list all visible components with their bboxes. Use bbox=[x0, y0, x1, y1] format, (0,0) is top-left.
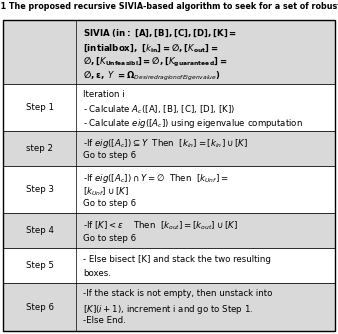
Text: Go to step 6: Go to step 6 bbox=[83, 234, 136, 243]
Bar bbox=[3, 131, 335, 166]
Bar bbox=[3, 84, 335, 131]
Text: $\bf{[}$$\it{\bf{intialbox}}$$\bf{],}$ $\bf{[}$$\bf{\it{k}}_{in}$$\bf{] = \varno: $\bf{[}$$\it{\bf{intialbox}}$$\bf{],}$ $… bbox=[83, 42, 219, 54]
Text: $[K](i + 1)$, increment i and go to Step 1.: $[K](i + 1)$, increment i and go to Step… bbox=[83, 303, 253, 316]
Text: Step 3: Step 3 bbox=[26, 185, 54, 194]
Text: -Else End.: -Else End. bbox=[83, 317, 126, 325]
Text: - Calculate $A_c$([A], [B], [C], [D], [K]): - Calculate $A_c$([A], [B], [C], [D], [K… bbox=[83, 104, 235, 116]
Text: -If the stack is not empty, then unstack into: -If the stack is not empty, then unstack… bbox=[83, 290, 272, 299]
Text: step 2: step 2 bbox=[26, 144, 53, 153]
Text: -If $[K] < \epsilon$    Then  $[k_{out}] = [k_{out}] \cup [K]$: -If $[K] < \epsilon$ Then $[k_{out}] = [… bbox=[83, 220, 238, 232]
Text: Go to step 6: Go to step 6 bbox=[83, 151, 136, 160]
Text: Step 5: Step 5 bbox=[26, 262, 54, 270]
Text: Iteration i: Iteration i bbox=[83, 90, 124, 99]
Text: $\bf{\varnothing, \epsilon,}$ $\bf{\it{Y}}$ $\bf{= \Omega}$$_{\bf{\it{Desiredrag: $\bf{\varnothing, \epsilon,}$ $\bf{\it{Y… bbox=[83, 70, 221, 84]
Text: $\bf{SIVIA}$ $\bf{(in:}$ $\bf{[A], [B], [C], [D], [K]=}$: $\bf{SIVIA}$ $\bf{(in:}$ $\bf{[A], [B], … bbox=[83, 28, 237, 39]
Text: boxes.: boxes. bbox=[83, 269, 111, 278]
Text: Step 4: Step 4 bbox=[26, 226, 54, 235]
Bar bbox=[3, 166, 335, 213]
Text: Step 1: Step 1 bbox=[26, 103, 54, 112]
Text: Go to step 6: Go to step 6 bbox=[83, 199, 136, 208]
Bar bbox=[3, 283, 335, 331]
Text: $[k_{Unf}] \cup [K]$: $[k_{Unf}] \cup [K]$ bbox=[83, 186, 128, 198]
Text: - Else bisect [K] and stack the two resulting: - Else bisect [K] and stack the two resu… bbox=[83, 255, 271, 264]
Text: $\bf{\varnothing, [}$$\bf{\it{K}}_{Unfeasibl}$$\bf{] = \varnothing, [}$$\bf{\it{: $\bf{\varnothing, [}$$\bf{\it{K}}_{Unfea… bbox=[83, 56, 227, 69]
Text: -If $eig([A_c]) \cap Y = \varnothing$  Then  $[k_{Unf}] =$: -If $eig([A_c]) \cap Y = \varnothing$ Th… bbox=[83, 172, 228, 185]
Text: TABLE 1 The proposed recursive SIVIA-based algorithm to seek for a set of robust: TABLE 1 The proposed recursive SIVIA-bas… bbox=[0, 2, 338, 11]
Bar bbox=[3, 213, 335, 248]
Text: Step 6: Step 6 bbox=[26, 303, 54, 312]
Text: -If $eig([A_c]) \subseteq Y$  Then  $[k_{in}] = [k_{in}] \cup [K]$: -If $eig([A_c]) \subseteq Y$ Then $[k_{i… bbox=[83, 137, 248, 150]
Text: - Calculate $eig$($[A_c]$) using eigenvalue computation: - Calculate $eig$($[A_c]$) using eigenva… bbox=[83, 117, 303, 130]
Bar bbox=[3, 248, 335, 283]
Bar bbox=[3, 20, 335, 84]
